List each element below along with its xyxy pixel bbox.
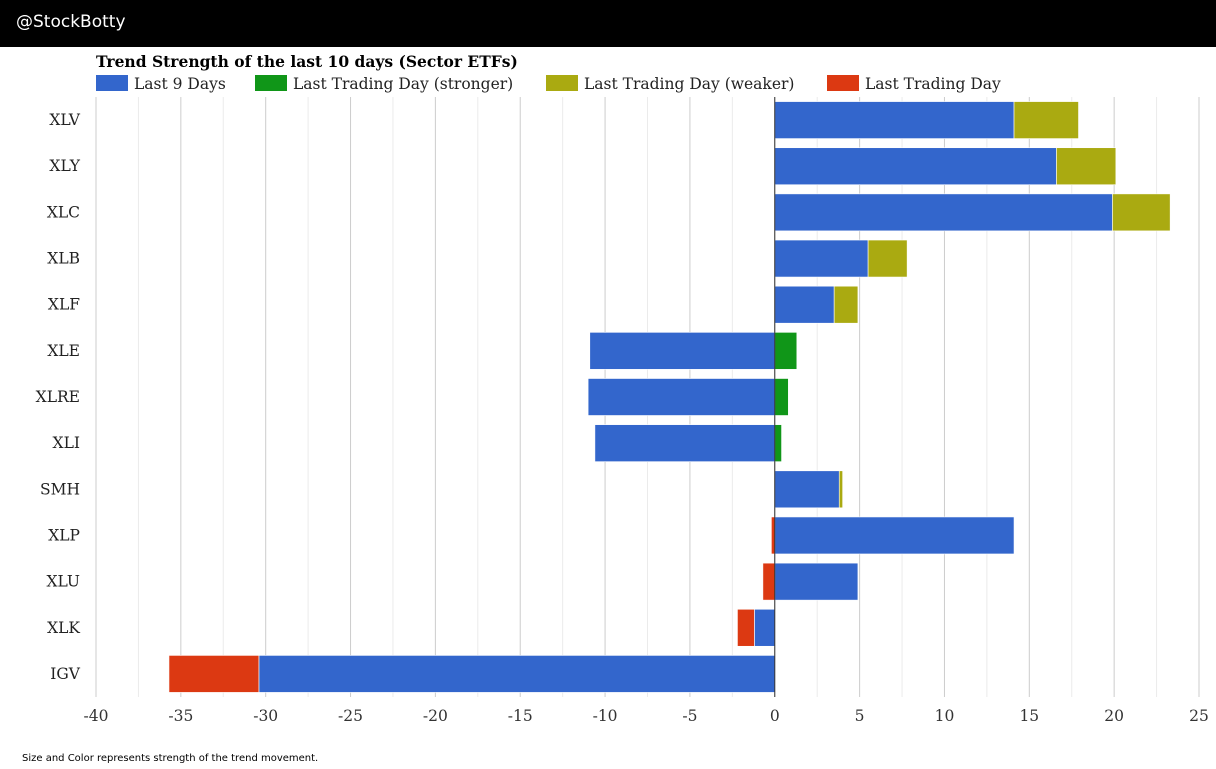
- category-label: XLF: [48, 296, 80, 314]
- bar-xli-last9: [594, 424, 776, 462]
- x-tick-label: -40: [84, 707, 109, 725]
- footnote: Size and Color represents strength of th…: [22, 753, 319, 764]
- bar-igv-last9: [258, 655, 776, 693]
- x-tick-label: 15: [1019, 707, 1039, 725]
- bar-group: [168, 101, 1171, 693]
- bar-xlv-last9: [774, 101, 1015, 139]
- x-tick-label: -25: [338, 707, 363, 725]
- bar-xly-last9: [774, 147, 1057, 186]
- category-label: XLU: [46, 573, 80, 591]
- bar-igv-last: [168, 655, 260, 693]
- legend-label: Last Trading Day (stronger): [293, 75, 513, 93]
- brand-label: @StockBotty: [16, 12, 126, 32]
- category-label: XLC: [47, 203, 80, 221]
- category-label: XLY: [49, 157, 80, 175]
- bar-xlre-last9: [587, 378, 776, 416]
- bar-xlre-stronger: [774, 378, 789, 416]
- x-tick-labels: -40 -35 -30 -25 -20 -15 -10 -5 0 5 10 15 20 25: [84, 707, 1209, 725]
- bar-xlf-last9: [774, 285, 835, 324]
- bar-xli-stronger: [774, 424, 782, 462]
- legend: Last 9 Days Last Trading Day (stronger) La…: [96, 75, 1001, 93]
- bar-xlp-last: [771, 516, 776, 555]
- legend-item-last9: Last 9 Days: [96, 75, 226, 93]
- category-label: XLP: [48, 526, 80, 544]
- x-tick-label: 25: [1189, 707, 1209, 725]
- category-label: IGV: [50, 665, 81, 683]
- legend-swatch: [546, 75, 578, 91]
- x-tick-label: -30: [253, 707, 278, 725]
- legend-item-last: Last Trading Day: [827, 75, 1001, 93]
- x-tick-label: -20: [423, 707, 448, 725]
- bar-xlb-weaker: [867, 239, 908, 278]
- legend-item-weaker: Last Trading Day (weaker): [546, 75, 794, 93]
- bar-xle-last9: [589, 332, 776, 370]
- bar-smh-weaker: [838, 470, 843, 509]
- legend-swatch: [255, 75, 287, 91]
- bar-xlc-last9: [774, 193, 1113, 232]
- bar-xlk-last9: [754, 608, 776, 647]
- bar-xlf-weaker: [833, 285, 859, 324]
- category-label: SMH: [40, 480, 80, 498]
- x-tick-label: -10: [593, 707, 618, 725]
- category-label: XLRE: [36, 388, 80, 406]
- category-label: XLI: [53, 434, 80, 452]
- legend-label: Last 9 Days: [134, 75, 226, 93]
- category-label: XLV: [49, 111, 80, 129]
- legend-swatch: [96, 75, 128, 91]
- x-tick-label: -15: [508, 707, 533, 725]
- legend-label: Last Trading Day: [865, 75, 1001, 93]
- bar-xlp-last9: [774, 516, 1015, 555]
- category-label: XLE: [47, 342, 80, 360]
- bar-xlu-last9: [774, 562, 859, 601]
- category-labels: XLV XLY XLC XLB XLF XLE XLRE XLI SMH XLP XLU XLK IGV: [36, 111, 81, 683]
- bar-xle-stronger: [774, 332, 798, 370]
- header-bar: @StockBotty: [0, 0, 1216, 47]
- legend-item-stronger: Last Trading Day (stronger): [255, 75, 513, 93]
- bar-xlc-weaker: [1112, 193, 1171, 232]
- legend-label: Last Trading Day (weaker): [584, 75, 794, 93]
- bar-xly-weaker: [1056, 147, 1117, 186]
- legend-swatch: [827, 75, 859, 91]
- bar-xlb-last9: [774, 239, 869, 278]
- x-tick-label: -35: [168, 707, 193, 725]
- bar-xlk-last: [737, 608, 755, 647]
- bar-smh-last9: [774, 470, 840, 509]
- bar-xlu-last: [762, 562, 776, 601]
- x-tick-label: 5: [855, 707, 865, 725]
- x-tick-label: 0: [770, 707, 780, 725]
- bar-xlv-weaker: [1013, 101, 1079, 139]
- x-tick-label: 10: [935, 707, 955, 725]
- chart-title: Trend Strength of the last 10 days (Sect…: [96, 52, 518, 71]
- x-tick-label: -5: [682, 707, 697, 725]
- x-tick-label: 20: [1104, 707, 1124, 725]
- category-label: XLB: [47, 250, 80, 268]
- category-label: XLK: [47, 619, 80, 637]
